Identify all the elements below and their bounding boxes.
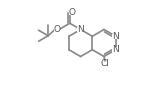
Text: N: N [112, 45, 119, 54]
Text: N: N [112, 32, 119, 41]
Text: O: O [53, 25, 60, 34]
FancyBboxPatch shape [54, 27, 60, 32]
FancyBboxPatch shape [112, 33, 119, 39]
FancyBboxPatch shape [77, 27, 84, 32]
Text: N: N [77, 25, 84, 34]
Text: Cl: Cl [101, 60, 109, 69]
FancyBboxPatch shape [69, 10, 75, 15]
Text: O: O [69, 8, 76, 17]
FancyBboxPatch shape [112, 47, 119, 53]
